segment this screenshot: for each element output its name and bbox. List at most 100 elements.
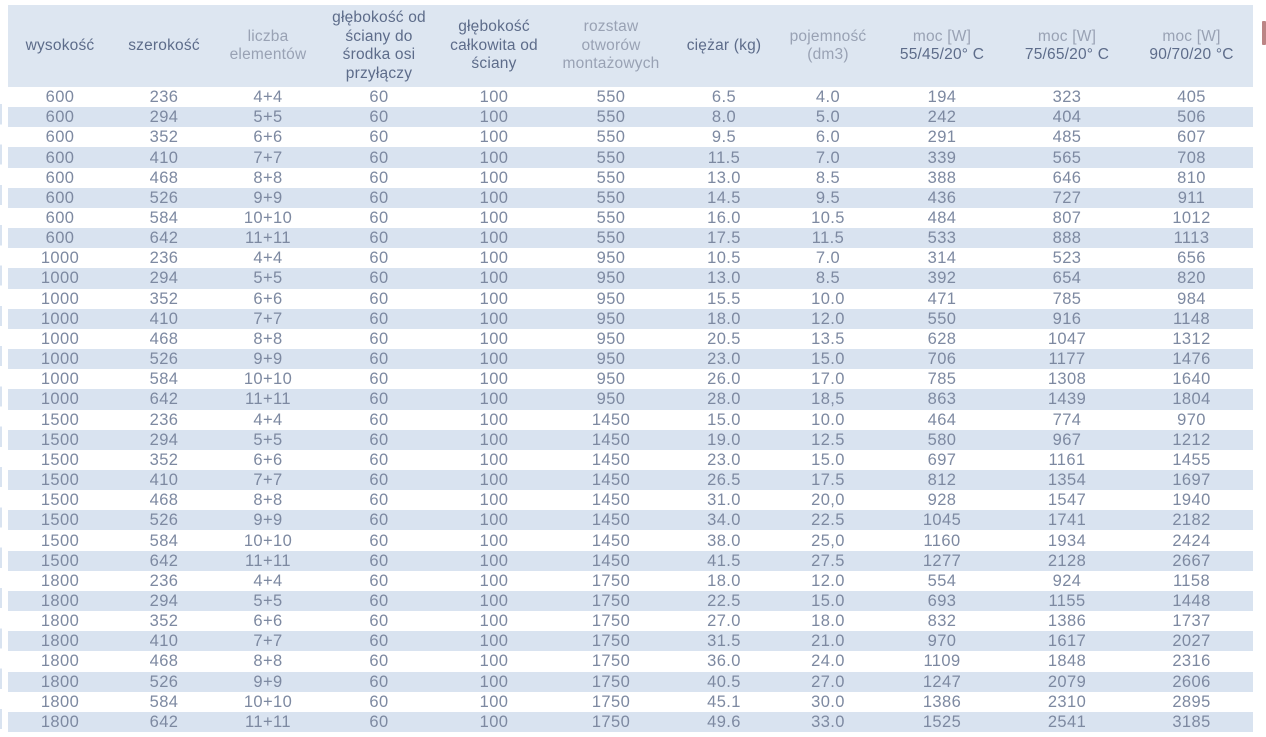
table-cell: 1500	[40, 450, 80, 469]
table-cell: 15.0	[776, 349, 880, 370]
table-cell: 5+5	[216, 429, 320, 450]
table-cell: 60	[369, 531, 389, 550]
table-cell: 810	[1177, 168, 1206, 187]
table-header: wysokość szerokość liczba elementów głęboko…	[8, 5, 1253, 87]
table-cell: 1450	[550, 510, 672, 531]
table-cell: 526	[112, 187, 216, 208]
table-cell: 26.0	[707, 370, 741, 389]
table-cell: 2182	[1130, 510, 1253, 531]
table-cell: 100	[479, 612, 509, 631]
table-cell: 706	[880, 349, 1004, 370]
table-cell: 4+4	[253, 249, 283, 268]
table-cell: 654	[1004, 268, 1130, 289]
table-cell: 100	[438, 187, 550, 208]
table-row: 1000 294 5+5 60 100 950 13.0 8.5 392 654 820	[8, 268, 1253, 289]
table-cell: 1455	[1172, 450, 1211, 469]
table-cell: 950	[550, 308, 672, 329]
table-cell: 410	[112, 631, 216, 652]
table-cell: 2310	[1047, 692, 1087, 711]
table-cell: 323	[1052, 88, 1082, 107]
table-cell: 10.5	[707, 249, 741, 268]
table-cell: 533	[880, 228, 1004, 249]
table-cell: 60	[320, 308, 438, 329]
table-cell: 1012	[1172, 209, 1211, 228]
table-cell: 7+7	[216, 469, 320, 491]
table-cell: 11.5	[672, 147, 776, 168]
table-cell: 294	[112, 590, 216, 612]
table-cell: 10.5	[811, 209, 845, 228]
table-cell: 1500	[40, 531, 80, 550]
table-cell: 8+8	[253, 168, 283, 187]
table-cell: 950	[596, 249, 626, 268]
table-row: 600 642 11+11 60 100 550 17.5 11.5 533 888 1113	[8, 228, 1253, 249]
table-cell: 100	[479, 692, 509, 711]
table-cell: 9+9	[216, 349, 320, 370]
table-cell: 13.0	[672, 268, 776, 289]
table-cell: 60	[320, 510, 438, 531]
table-cell: 404	[1004, 107, 1130, 128]
column-label: wysokość	[25, 36, 95, 54]
table-row: 1500 410 7+7 60 100 1450 26.5 17.5 812 1354 1697	[8, 469, 1253, 491]
table-cell: 565	[1004, 147, 1130, 168]
table-cell: 11+11	[216, 550, 320, 571]
table-row: 600 294 5+5 60 100 550 8.0 5.0 242 404 506	[8, 107, 1253, 128]
table-cell: 60	[320, 147, 438, 168]
column-label: moc [W]	[1162, 27, 1221, 45]
table-cell: 642	[112, 228, 216, 249]
table-cell: 28.0	[672, 389, 776, 410]
table-cell: 600	[45, 88, 75, 107]
column-header-szerokosc: szerokość	[112, 5, 216, 87]
table-cell: 1804	[1130, 389, 1253, 410]
table-cell: 10.0	[811, 289, 845, 308]
column-header-rozstaw-otworow-montazowych: rozstaw otworów montażowych	[550, 5, 672, 87]
table-cell: 405	[1177, 88, 1206, 107]
table-cell: 294	[112, 107, 216, 128]
table-cell: 2128	[1004, 550, 1130, 571]
table-cell: 468	[149, 329, 179, 348]
table-cell: 9.5	[711, 128, 737, 147]
table-cell: 60	[369, 410, 389, 429]
table-cell: 600	[45, 209, 75, 228]
table-cell: 550	[596, 128, 626, 147]
table-cell: 16.0	[707, 209, 741, 228]
table-cell: 580	[880, 429, 1004, 450]
table-cell: 100	[479, 370, 509, 389]
table-row: 1800 236 4+4 60 100 1750 18.0 12.0 554 924 1158	[8, 571, 1253, 591]
table-row: 1800 526 9+9 60 100 1750 40.5 27.0 1247 2079 2606	[8, 671, 1253, 692]
table-cell: 7+7	[216, 308, 320, 329]
table-cell: 60	[369, 370, 389, 389]
table-cell: 4.0	[815, 88, 841, 107]
table-cell: 100	[438, 268, 550, 289]
table-cell: 1750	[591, 692, 631, 711]
table-cell: 584	[149, 531, 179, 550]
column-sublabel: 90/70/20 °C	[1149, 46, 1234, 63]
table-cell: 1800	[40, 571, 80, 590]
table-cell: 950	[550, 389, 672, 410]
column-header-glebokosc-od-sciany-do-srodka-osi-przylaczy: głębokość od ściany do środka osi przyłą…	[320, 5, 438, 87]
table-cell: 550	[596, 88, 626, 107]
table-cell: 1800	[40, 692, 80, 711]
table-cell: 49.6	[672, 711, 776, 732]
table-cell: 100	[479, 88, 509, 107]
table-cell: 1000	[8, 389, 112, 410]
table-cell: 60	[369, 289, 389, 308]
table-cell: 1737	[1172, 612, 1211, 631]
clipped-right-edge-element	[1262, 21, 1266, 45]
table-cell: 100	[438, 349, 550, 370]
column-label: głębokość całkowita od ściany	[450, 18, 538, 73]
table-cell: 27.0	[776, 671, 880, 692]
table-cell: 100	[479, 249, 509, 268]
table-cell: 693	[880, 590, 1004, 612]
table-cell: 1750	[550, 631, 672, 652]
table-cell: 2541	[1004, 711, 1130, 732]
column-header-wysokosc: wysokość	[8, 5, 112, 87]
table-cell: 60	[369, 692, 389, 711]
table-cell: 5+5	[216, 107, 320, 128]
table-cell: 352	[149, 289, 179, 308]
table-cell: 916	[1004, 308, 1130, 329]
table-cell: 1800	[8, 671, 112, 692]
table-cell: 23.0	[672, 349, 776, 370]
column-label: szerokość	[128, 36, 200, 54]
table-cell: 100	[438, 228, 550, 249]
table-cell: 471	[927, 289, 957, 308]
